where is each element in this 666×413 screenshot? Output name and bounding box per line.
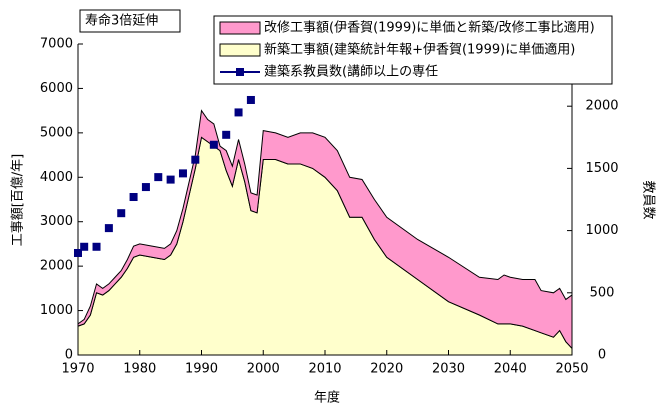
y2-tick-label: 1000 [585,223,618,238]
legend-marker [236,68,244,76]
annotation-box [79,9,181,33]
marker [191,155,200,164]
marker [222,130,231,139]
marker [234,108,243,117]
marker [117,209,126,218]
legend-label: 改修工事額(伊香賀(1999)に単価と新築/改修工事比適用) [264,20,595,36]
marker [80,242,89,251]
legend-label: 建築系教員数(講師以上の専任 [264,64,438,80]
y-tick-label: 1000 [40,303,73,318]
annotation: 寿命3倍延伸 [85,13,158,29]
y2-tick-label: 2000 [585,99,618,114]
y2-tick-label: 1500 [585,161,618,176]
y-tick-label: 5000 [40,125,73,140]
x-tick-label: 2030 [432,362,465,377]
y-tick-label: 2000 [40,259,73,274]
marker [74,248,82,257]
marker [209,140,218,149]
y2-axis-label: 教員数 [641,180,657,219]
y2-tick-label: 500 [590,285,615,300]
marker [178,169,187,178]
legend-swatch [219,43,261,57]
y2-tick-label: 0 [598,348,606,363]
marker [154,173,163,182]
x-tick-label: 1980 [123,362,156,377]
x-tick-label: 2040 [494,362,527,377]
x-tick-label: 1970 [61,362,94,377]
marker [166,175,175,184]
x-tick-label: 2000 [247,362,280,377]
x-axis-label: 年度 [314,390,340,406]
legend-swatch [219,21,261,35]
x-tick-label: 2010 [308,362,341,377]
y-tick-label: 3000 [40,214,73,229]
marker [92,242,101,251]
y-tick-label: 0 [65,348,73,363]
marker [141,183,150,192]
legend-box [213,15,613,85]
marker [129,193,138,202]
legend-label: 新築工事額(建築統計年報+伊香賀(1999)に単価適用) [264,42,575,58]
y-axis-label: 工事額[百億/年] [10,154,26,247]
y-tick-label: 7000 [40,37,73,52]
x-tick-label: 2020 [370,362,403,377]
x-tick-label: 1990 [185,362,218,377]
marker [104,224,113,233]
y-tick-label: 6000 [40,81,73,96]
marker [246,95,255,104]
y-tick-label: 4000 [40,170,73,185]
x-tick-label: 2050 [555,362,588,377]
